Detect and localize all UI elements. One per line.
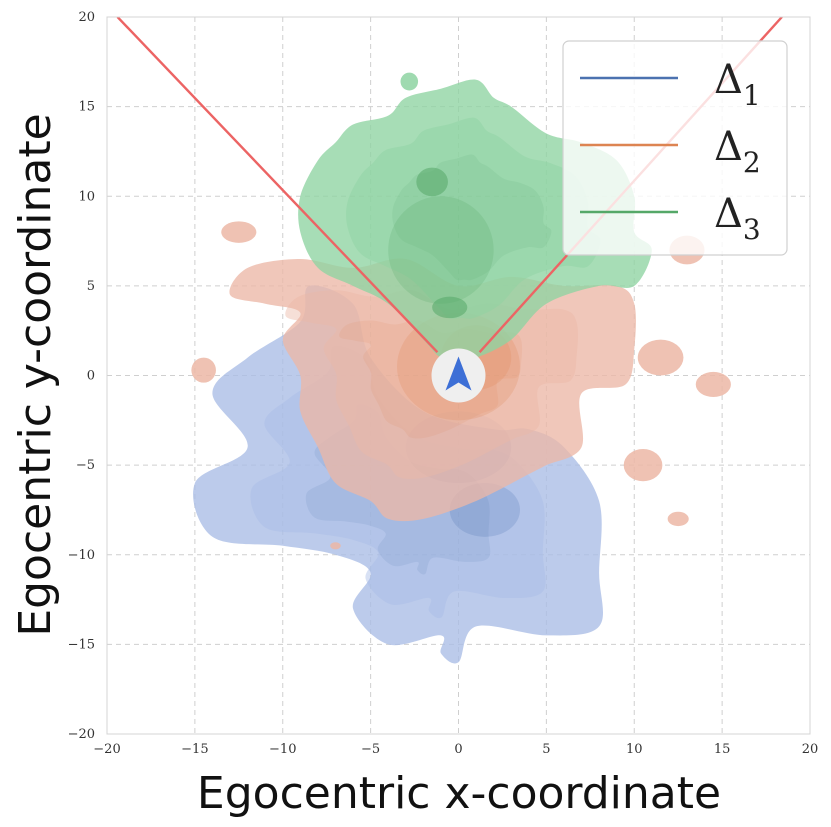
plot-frame — [106, 16, 811, 735]
legend: Δ1 Δ2 Δ3 — [562, 40, 788, 256]
y-tick-label: 5 — [87, 279, 95, 294]
density-level — [346, 117, 601, 319]
legend-entry-3: Δ3 — [580, 191, 761, 246]
x-axis-label: Egocentric x-coordinate — [197, 768, 721, 819]
density-region — [229, 258, 636, 522]
y-tick-label: 10 — [78, 189, 95, 204]
tick-layer: −20 −15 −10 −5 0 5 10 15 20 20 15 10 5 0 −5 −10 −15 −20 — [68, 10, 819, 757]
x-tick-label: −10 — [269, 742, 296, 757]
x-tick-label: 10 — [626, 742, 643, 757]
navigation-arrow-icon — [445, 356, 472, 391]
y-axis-label: Egocentric y-coordinate — [10, 113, 61, 636]
density-peak — [432, 296, 468, 319]
x-tick-label: −5 — [361, 742, 380, 757]
y-tick-label: −10 — [68, 548, 95, 563]
view-cone-left-line — [116, 17, 439, 354]
density-island — [221, 221, 257, 243]
legend-label: Δ2 — [714, 124, 761, 179]
agent-marker — [431, 348, 486, 403]
y-tick-label: −5 — [76, 458, 95, 473]
legend-entry-1: Δ1 — [580, 57, 761, 112]
density-island — [191, 357, 216, 383]
x-tick-label: 20 — [802, 742, 819, 757]
density-island — [695, 371, 731, 398]
density-island — [330, 542, 341, 550]
y-tick-label: 0 — [87, 369, 95, 384]
x-tick-label: −20 — [93, 742, 120, 757]
legend-label: Δ3 — [714, 191, 761, 246]
y-tick-label: −20 — [68, 727, 95, 742]
x-tick-label: 0 — [454, 742, 462, 757]
x-tick-label: 15 — [714, 742, 731, 757]
y-tick-label: 20 — [78, 10, 95, 25]
x-tick-label: 5 — [542, 742, 550, 757]
legend-entry-2: Δ2 — [580, 124, 761, 179]
density-peak — [388, 196, 494, 304]
legend-box — [562, 40, 788, 256]
density-island — [667, 511, 689, 527]
density-island — [400, 72, 419, 91]
y-tick-label: 15 — [78, 100, 95, 115]
density-peak — [416, 167, 448, 197]
legend-label: Δ1 — [714, 57, 761, 112]
x-tick-label: −15 — [181, 742, 208, 757]
density-island — [623, 448, 663, 482]
y-tick-label: −15 — [68, 637, 95, 652]
density-island — [637, 339, 684, 376]
